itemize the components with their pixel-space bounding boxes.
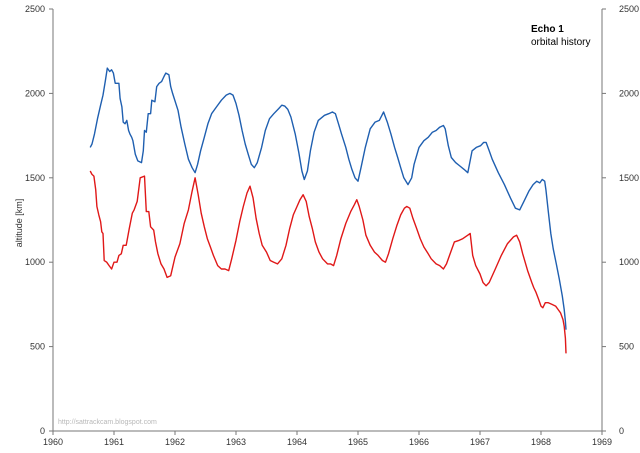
y-axis-label: altitude [km]: [14, 199, 24, 248]
y-tick-label-left: 1000: [25, 257, 45, 267]
axes: [52, 9, 603, 432]
x-tick-label: 1961: [104, 437, 124, 447]
chart-title: Echo 1: [531, 24, 564, 35]
apogee-series-line: [89, 67, 567, 330]
y-tick-label-right: 1000: [619, 257, 639, 267]
y-tick-label-right: 2000: [619, 88, 639, 98]
chart-subtitle: orbital history: [531, 37, 590, 48]
x-tick-label: 1962: [165, 437, 185, 447]
y-tick-label-left: 2000: [25, 88, 45, 98]
y-tick-label-left: 2500: [25, 4, 45, 14]
x-tick-label: 1960: [43, 437, 63, 447]
x-tick-label: 1966: [409, 437, 429, 447]
y-tick-label-right: 500: [619, 342, 634, 352]
series-layer: [89, 67, 567, 354]
watermark-text: http://sattrackcam.blogspot.com: [58, 419, 157, 426]
axis-ticks: 1960 1961 1962 1963 1964 1965 1966 1967 1968 1969…: [25, 4, 639, 447]
y-tick-label-right: 0: [619, 426, 624, 436]
x-tick-label: 1969: [592, 437, 612, 447]
x-tick-label: 1964: [287, 437, 307, 447]
y-tick-label-right: 2500: [619, 4, 639, 14]
y-tick-label-left: 0: [40, 426, 45, 436]
x-tick-label: 1968: [531, 437, 551, 447]
y-tick-label-right: 1500: [619, 173, 639, 183]
y-tick-label-left: 1500: [25, 173, 45, 183]
perigee-series-line: [89, 170, 567, 354]
x-tick-label: 1963: [226, 437, 246, 447]
x-tick-label: 1965: [348, 437, 368, 447]
x-tick-label: 1967: [470, 437, 490, 447]
y-tick-label-left: 500: [30, 342, 45, 352]
